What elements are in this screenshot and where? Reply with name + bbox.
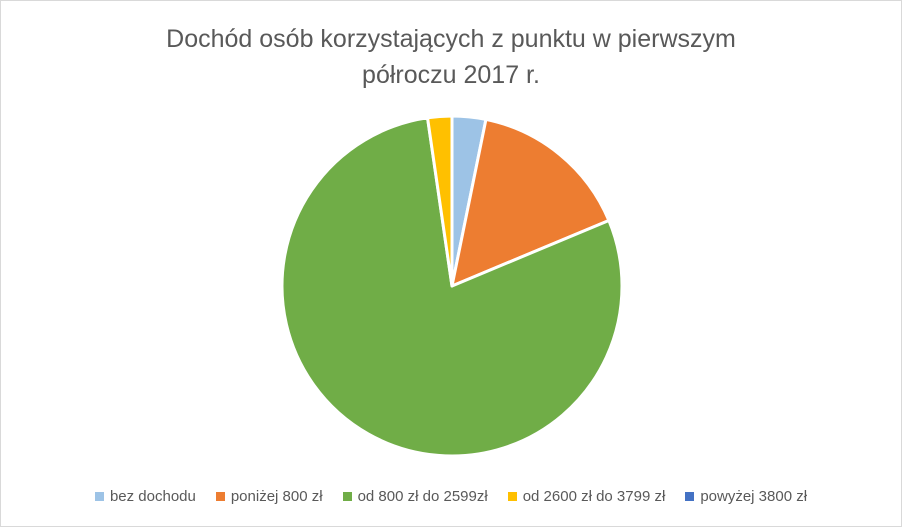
legend-swatch xyxy=(342,491,352,501)
legend-swatch xyxy=(685,491,695,501)
legend-label: od 2600 zł do 3799 zł xyxy=(522,487,666,505)
legend: bez dochodu poniżej 800 zł od 800 zł do … xyxy=(1,485,901,507)
legend-item-bez-dochodu: bez dochodu xyxy=(94,487,196,505)
legend-label: od 800 zł do 2599zł xyxy=(357,487,488,505)
legend-label: powyżej 3800 zł xyxy=(700,487,808,505)
legend-label: bez dochodu xyxy=(109,487,196,505)
chart-title: Dochód osób korzystających z punktu w pi… xyxy=(1,21,901,93)
chart-title-line-1: Dochód osób korzystających z punktu w pi… xyxy=(166,25,736,53)
chart-title-line-2: półroczu 2017 r. xyxy=(362,61,540,89)
legend-swatch xyxy=(507,491,517,501)
legend-item-powyzej-3800: powyżej 3800 zł xyxy=(685,488,807,505)
legend-item-od-2600-do-3799: od 2600 zł do 3799 zł xyxy=(507,487,666,505)
legend-item-ponizej-800: poniżej 800 zł xyxy=(215,487,323,505)
pie-slice-od-2600-do-3799 xyxy=(426,114,454,288)
legend-item-od-800-do-2599: od 800 zł do 2599zł xyxy=(342,487,488,505)
legend-swatch xyxy=(215,491,225,501)
legend-label: poniżej 800 zł xyxy=(230,487,323,505)
legend-swatch xyxy=(94,491,104,501)
pie-slice-ponizej-800 xyxy=(450,117,611,288)
